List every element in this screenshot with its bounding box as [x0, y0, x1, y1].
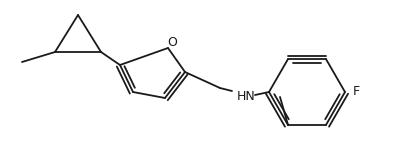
Text: HN: HN [237, 90, 256, 103]
Text: O: O [167, 36, 177, 49]
Text: F: F [353, 85, 360, 98]
